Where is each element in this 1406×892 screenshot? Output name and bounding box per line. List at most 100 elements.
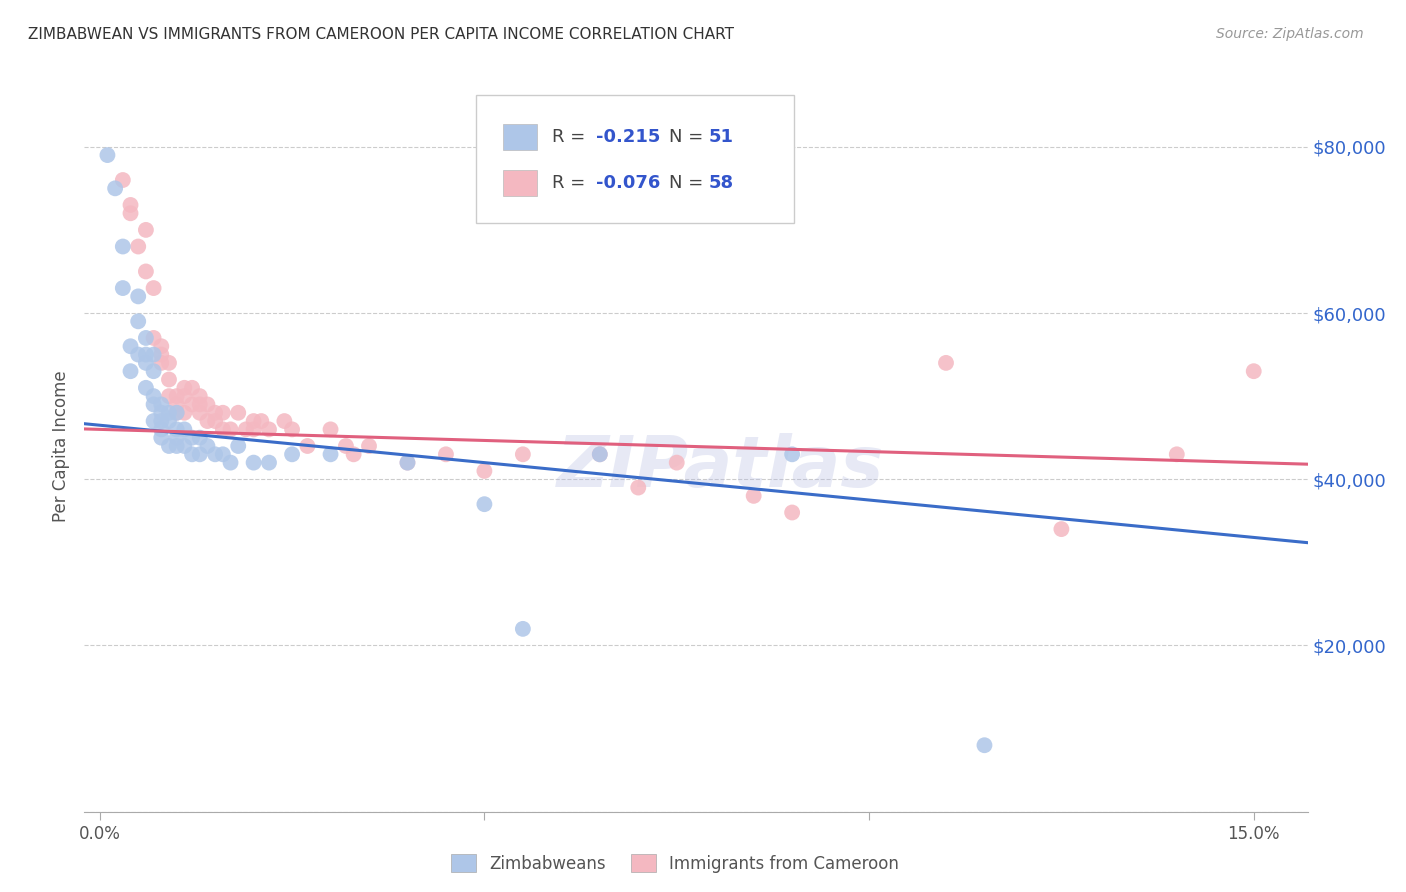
Point: [120, 206, 142, 220]
Point: [166, 406, 188, 420]
Point: [297, 439, 319, 453]
Point: [127, 289, 149, 303]
Point: [135, 381, 157, 395]
Point: [235, 422, 257, 436]
Point: [226, 439, 249, 453]
Y-axis label: Per Capita Income: Per Capita Income: [52, 370, 70, 522]
Point: [157, 389, 180, 403]
Text: N =: N =: [669, 128, 709, 145]
Point: [127, 347, 149, 362]
FancyBboxPatch shape: [503, 170, 537, 196]
Point: [357, 439, 380, 453]
Point: [135, 223, 157, 237]
Point: [219, 456, 242, 470]
Point: [135, 331, 157, 345]
Point: [281, 422, 304, 436]
Text: ZIMBABWEAN VS IMMIGRANTS FROM CAMEROON PER CAPITA INCOME CORRELATION CHART: ZIMBABWEAN VS IMMIGRANTS FROM CAMEROON P…: [28, 27, 734, 42]
Point: [181, 397, 204, 411]
Point: [150, 356, 173, 370]
Point: [627, 481, 650, 495]
Point: [211, 406, 233, 420]
Point: [204, 414, 226, 428]
Point: [204, 406, 226, 420]
Point: [188, 389, 211, 403]
Point: [1050, 522, 1073, 536]
Point: [257, 422, 280, 436]
Point: [135, 347, 157, 362]
Point: [166, 439, 188, 453]
Point: [111, 173, 134, 187]
Point: [181, 431, 204, 445]
Point: [150, 422, 173, 436]
Point: [173, 439, 195, 453]
Point: [142, 364, 165, 378]
Point: [173, 381, 195, 395]
Point: [142, 281, 165, 295]
Point: [127, 239, 149, 253]
Point: [150, 406, 173, 420]
Point: [166, 397, 188, 411]
Point: [742, 489, 765, 503]
Point: [120, 198, 142, 212]
Point: [343, 447, 366, 461]
Point: [211, 422, 233, 436]
Point: [157, 406, 180, 420]
Point: [173, 422, 195, 436]
Point: [142, 331, 165, 345]
Point: [157, 356, 180, 370]
Point: [135, 264, 157, 278]
Point: [104, 181, 127, 195]
Point: [512, 622, 534, 636]
Point: [188, 431, 211, 445]
Point: [257, 456, 280, 470]
Point: [166, 431, 188, 445]
Point: [780, 447, 803, 461]
Point: [242, 414, 264, 428]
Point: [157, 372, 180, 386]
Point: [120, 364, 142, 378]
Text: 58: 58: [709, 174, 734, 192]
Point: [204, 447, 226, 461]
Point: [111, 239, 134, 253]
Point: [188, 397, 211, 411]
Point: [319, 447, 342, 461]
Point: [111, 281, 134, 295]
Text: -0.076: -0.076: [596, 174, 659, 192]
Point: [335, 439, 357, 453]
Point: [589, 447, 612, 461]
Text: ZIPatlas: ZIPatlas: [557, 434, 884, 502]
Point: [197, 397, 219, 411]
Point: [211, 447, 233, 461]
Point: [150, 339, 173, 353]
Text: N =: N =: [669, 174, 709, 192]
Point: [589, 447, 612, 461]
Point: [434, 447, 457, 461]
Point: [665, 456, 688, 470]
Point: [273, 414, 295, 428]
Point: [281, 447, 304, 461]
Point: [135, 356, 157, 370]
Point: [935, 356, 957, 370]
Point: [219, 422, 242, 436]
Point: [474, 464, 496, 478]
Point: [181, 381, 204, 395]
Point: [396, 456, 419, 470]
Point: [319, 422, 342, 436]
Point: [780, 506, 803, 520]
Point: [120, 339, 142, 353]
Point: [96, 148, 118, 162]
FancyBboxPatch shape: [475, 95, 794, 223]
Point: [188, 447, 211, 461]
Point: [188, 406, 211, 420]
Point: [142, 397, 165, 411]
Point: [474, 497, 496, 511]
Text: R =: R =: [551, 128, 591, 145]
Point: [197, 414, 219, 428]
Point: [150, 397, 173, 411]
Point: [250, 414, 273, 428]
Point: [166, 389, 188, 403]
Point: [127, 314, 149, 328]
Point: [173, 406, 195, 420]
Point: [242, 422, 264, 436]
Point: [226, 406, 249, 420]
